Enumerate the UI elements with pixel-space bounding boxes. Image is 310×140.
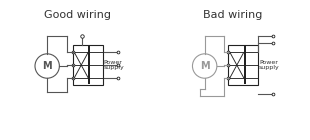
Text: M: M xyxy=(42,61,52,71)
Text: Power
supply: Power supply xyxy=(104,60,124,70)
Title: Good wiring: Good wiring xyxy=(44,10,111,20)
Title: Bad wiring: Bad wiring xyxy=(203,10,263,20)
Text: M: M xyxy=(200,61,210,71)
Text: Power
supply: Power supply xyxy=(259,60,280,70)
Bar xyxy=(228,45,258,85)
Bar xyxy=(73,45,103,85)
